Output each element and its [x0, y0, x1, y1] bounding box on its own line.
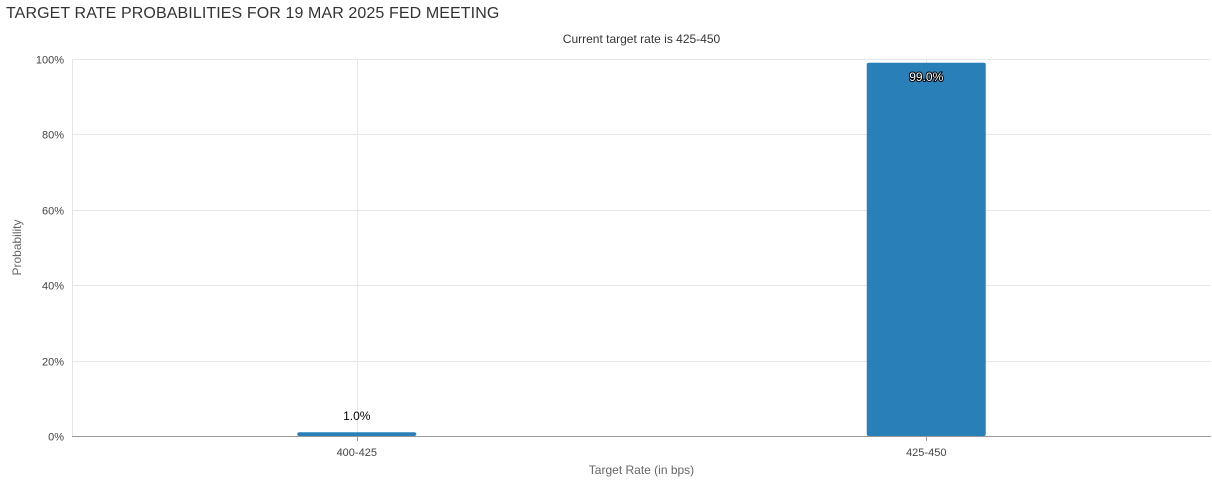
- y-tick-label: 100%: [36, 55, 64, 67]
- y-tick-label: 40%: [42, 281, 64, 293]
- chart-subtitle: Current target rate is 425-450: [563, 32, 721, 46]
- data-label: 1.0%: [343, 409, 371, 423]
- y-tick-label: 0%: [48, 432, 64, 444]
- y-tick-label: 20%: [42, 357, 64, 369]
- x-axis-title: Target Rate (in bps): [589, 463, 694, 477]
- grid-layer: [72, 59, 1211, 436]
- y-tick-label: 60%: [42, 206, 64, 218]
- bar-layer: [297, 62, 986, 437]
- x-tick-label: 400-425: [337, 447, 377, 459]
- data-label: 99.0%: [909, 70, 943, 84]
- bar-425-450[interactable]: [866, 62, 986, 437]
- y-axis-title: Probability: [10, 219, 24, 275]
- page-title: TARGET RATE PROBABILITIES FOR 19 MAR 202…: [6, 5, 500, 22]
- x-tick-label: 425-450: [906, 447, 946, 459]
- y-tick-label: 80%: [42, 130, 64, 142]
- bar-400-425[interactable]: [297, 432, 417, 436]
- data-label-layer: 1.0% 99.0%: [343, 69, 945, 423]
- axis-layer: 0% 20% 40% 60% 80% 100% 400-425 425-450: [36, 55, 1211, 459]
